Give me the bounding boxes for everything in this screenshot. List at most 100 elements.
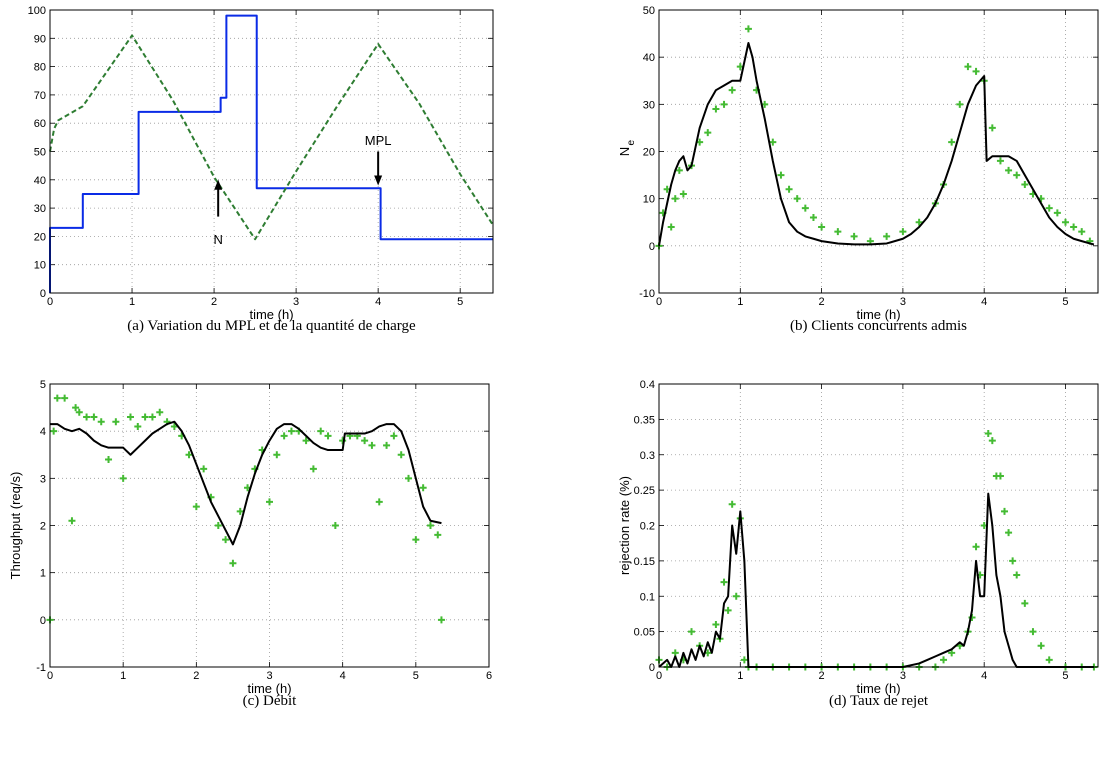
y-tick-label: 0.1 — [640, 591, 655, 603]
y-tick-label: 100 — [28, 5, 46, 17]
data-point — [112, 418, 120, 426]
data-point — [704, 129, 712, 137]
data-point — [883, 232, 891, 240]
x-tick-label: 4 — [981, 296, 987, 308]
data-point — [728, 86, 736, 94]
data-point — [170, 422, 178, 430]
data-point — [1013, 571, 1021, 579]
x-tick-label: 6 — [486, 670, 492, 682]
data-point — [671, 195, 679, 203]
data-point — [361, 437, 369, 445]
data-point — [324, 432, 332, 440]
x-tick-label: 5 — [413, 670, 419, 682]
data-point — [412, 536, 420, 544]
data-point — [769, 138, 777, 146]
x-tick-label: 1 — [120, 670, 126, 682]
plot-area — [50, 10, 493, 293]
x-tick-label: 0 — [656, 670, 662, 682]
data-point — [50, 427, 58, 435]
data-point — [793, 195, 801, 203]
y-tick-label: 5 — [40, 379, 46, 391]
caption: (c) Débit — [243, 693, 298, 709]
y-tick-label: 90 — [34, 33, 46, 45]
data-point — [834, 228, 842, 236]
data-point — [671, 649, 679, 657]
caption: (d) Taux de rejet — [829, 693, 929, 709]
y-tick-label: 0.3 — [640, 450, 655, 462]
data-point — [397, 451, 405, 459]
annotation: MPL — [365, 133, 392, 148]
y-tick-label: 0 — [40, 615, 46, 627]
y-tick-label: 0 — [649, 241, 655, 253]
data-point — [667, 223, 675, 231]
data-point — [90, 413, 98, 421]
axes-frame — [49, 9, 494, 294]
data-point — [801, 204, 809, 212]
arrow-head — [214, 179, 223, 190]
x-axis-label: time (h) — [856, 307, 900, 322]
y-tick-label: 0.4 — [640, 379, 655, 391]
data-point — [273, 451, 281, 459]
data-point — [984, 430, 992, 438]
data-point — [777, 171, 785, 179]
data-line — [49, 14, 493, 293]
x-tick-label: 3 — [293, 296, 299, 308]
data-point — [675, 166, 683, 174]
x-tick-label: 3 — [266, 670, 272, 682]
data-point — [1009, 557, 1017, 565]
data-point — [1001, 507, 1009, 515]
y-tick-label: 4 — [40, 426, 46, 438]
x-tick-label: 1 — [737, 670, 743, 682]
data-point — [309, 465, 317, 473]
data-point — [105, 455, 113, 463]
data-point — [948, 649, 956, 657]
y-tick-label: -10 — [639, 288, 655, 300]
data-point — [287, 427, 295, 435]
y-tick-label: 50 — [34, 147, 46, 159]
x-tick-label: 2 — [819, 670, 825, 682]
plot-area — [659, 384, 1098, 667]
caption: (b) Clients concurrents admis — [790, 318, 967, 334]
y-axis-label: rejection rate (%) — [617, 476, 632, 575]
y-tick-label: 0 — [649, 662, 655, 674]
panel: 0 1 2 3 4 5 0 0.05 0.1 0.15 0.2 0.25 0.3 0.35 0.4 time … — [617, 379, 1099, 709]
data-point — [732, 592, 740, 600]
y-tick-label: 80 — [34, 62, 46, 74]
y-tick-label: 1 — [40, 568, 46, 580]
axes-frame — [658, 9, 1099, 294]
data-point — [850, 232, 858, 240]
y-tick-label: 50 — [643, 5, 655, 17]
data-point — [61, 394, 69, 402]
data-point — [1053, 209, 1061, 217]
data-line — [658, 42, 1095, 246]
data-point — [126, 413, 134, 421]
data-point — [222, 536, 230, 544]
annotation: N — [213, 232, 222, 247]
y-tick-label: 70 — [34, 90, 46, 102]
data-point — [156, 408, 164, 416]
data-point — [1013, 171, 1021, 179]
y-tick-label: 10 — [643, 194, 655, 206]
data-point — [192, 503, 200, 511]
y-axis-label-subscript: e — [626, 140, 637, 146]
x-tick-label: 3 — [900, 670, 906, 682]
data-point — [229, 559, 237, 567]
data-point — [1005, 166, 1013, 174]
x-tick-label: 3 — [900, 296, 906, 308]
data-line — [49, 34, 494, 241]
x-axis-label: time (h) — [856, 681, 900, 696]
x-tick-label: 5 — [457, 296, 463, 308]
data-point — [119, 474, 127, 482]
data-point — [740, 656, 748, 664]
x-tick-label: 1 — [129, 296, 135, 308]
y-tick-label: 30 — [643, 99, 655, 111]
data-point — [317, 427, 325, 435]
data-point — [972, 543, 980, 551]
data-point — [148, 413, 156, 421]
data-point — [97, 418, 105, 426]
data-point — [1070, 223, 1078, 231]
data-point — [1078, 228, 1086, 236]
y-tick-label: 0.15 — [634, 556, 655, 568]
